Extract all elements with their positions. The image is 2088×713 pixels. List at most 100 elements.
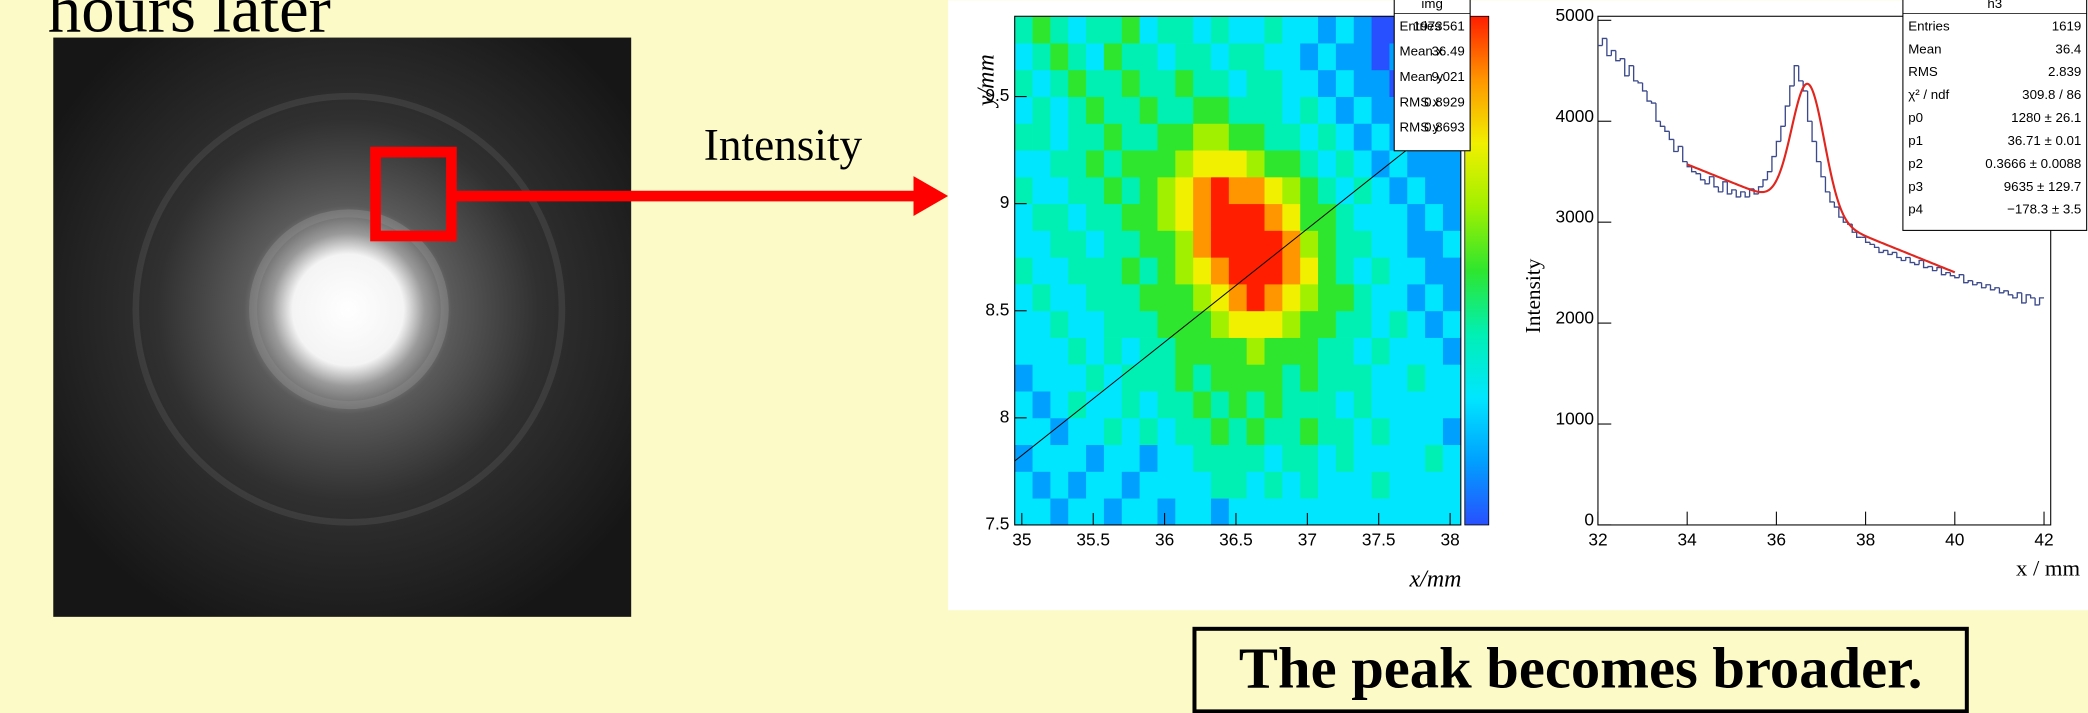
heat-cell xyxy=(1442,391,1462,419)
heat-cell xyxy=(1246,444,1265,472)
heat-cell xyxy=(1282,176,1301,205)
heat-cell xyxy=(1175,444,1194,472)
heat-cell xyxy=(1193,150,1212,178)
heat-cell xyxy=(1068,310,1087,338)
heat-cell xyxy=(1121,444,1141,472)
heat-cell xyxy=(1353,43,1372,71)
heat-cell xyxy=(1103,16,1123,44)
stats-label: Mean x xyxy=(1400,44,1444,59)
heat-cell xyxy=(1050,257,1069,285)
heat-cell xyxy=(1210,498,1230,526)
heat-cell xyxy=(1175,150,1194,178)
y-axis-label: Intensity xyxy=(1521,258,1545,333)
heat-cell xyxy=(1371,257,1390,285)
heat-cell xyxy=(1121,203,1141,231)
heat-cell xyxy=(1032,337,1051,365)
heat-cell xyxy=(1425,498,1444,526)
heat-cell xyxy=(1086,257,1105,285)
heat-cell xyxy=(1210,444,1230,472)
hist-bin xyxy=(1708,176,1714,184)
heat-cell xyxy=(1210,16,1230,44)
heat-cell xyxy=(1353,364,1372,392)
heat-cell xyxy=(1014,123,1033,151)
heat-cell xyxy=(1193,337,1212,365)
heat-cell xyxy=(1353,283,1372,312)
stats-value: 1619 xyxy=(2052,18,2082,33)
hist-bin xyxy=(2007,290,2013,296)
heat-cell xyxy=(1210,230,1230,258)
stats-label: p4 xyxy=(1908,202,1923,217)
heat-cell xyxy=(1193,471,1212,499)
heat-cell xyxy=(1246,471,1265,499)
stats-label: χ² / ndf xyxy=(1908,87,1949,102)
heat-cell xyxy=(1121,123,1141,151)
heat-cell xyxy=(1318,16,1337,44)
hist-bin xyxy=(1931,266,1937,272)
heat-cell xyxy=(1335,203,1355,231)
heat-cell xyxy=(1442,444,1462,472)
heat-cell xyxy=(1300,69,1319,97)
heat-cell xyxy=(1139,203,1158,231)
heat-cell xyxy=(1050,69,1069,97)
hist-bin xyxy=(1798,65,1804,82)
heat-cell xyxy=(1068,364,1087,392)
heat-cell xyxy=(1353,257,1372,285)
heat-cell xyxy=(1228,96,1248,124)
heat-cell xyxy=(1371,69,1390,97)
heat-cell xyxy=(1210,417,1230,446)
hist-bin xyxy=(1789,85,1795,107)
heat-cell xyxy=(1014,471,1033,499)
heat-cell xyxy=(1318,257,1337,285)
stats-label: RMS y xyxy=(1400,120,1440,135)
hist-bin xyxy=(1735,189,1741,198)
hist-bin xyxy=(1940,267,1946,276)
heat-cell xyxy=(1014,498,1033,526)
heat-cell xyxy=(1068,391,1087,419)
heat-cell xyxy=(1300,364,1319,392)
heat-cell xyxy=(1121,230,1141,258)
heat-cell xyxy=(1050,96,1069,124)
heat-cell xyxy=(1157,257,1176,285)
ring xyxy=(132,92,566,526)
hist-bin xyxy=(1668,131,1674,141)
heat-cell xyxy=(1300,391,1319,419)
heat-cell xyxy=(1210,471,1230,499)
stats-title: img xyxy=(1421,0,1442,11)
heat-cell xyxy=(1264,444,1283,472)
heat-cell xyxy=(1246,257,1265,285)
heat-cell xyxy=(1032,176,1051,205)
stats-label: Mean xyxy=(1908,41,1941,56)
heat-cell xyxy=(1300,444,1319,472)
heat-cell xyxy=(1264,69,1283,97)
heat-cell xyxy=(1371,444,1390,472)
heat-cell xyxy=(1425,150,1444,178)
heat-cell xyxy=(1014,417,1033,446)
hist-bin xyxy=(1766,171,1772,180)
heat-cell xyxy=(1014,43,1033,71)
heat-cell xyxy=(1228,43,1248,71)
heat-cell xyxy=(1318,150,1337,178)
heat-cell xyxy=(1086,391,1105,419)
hist-bin xyxy=(1958,273,1964,278)
heat-cell xyxy=(1014,16,1033,44)
heat-cell xyxy=(1425,391,1444,419)
hist-bin xyxy=(1793,65,1799,86)
stats-label: RMS x xyxy=(1400,94,1440,109)
heat-cell xyxy=(1228,498,1248,526)
hist-bin xyxy=(1637,80,1643,84)
heat-cell xyxy=(1193,16,1212,44)
heat-cell xyxy=(1032,123,1051,151)
hist-bin xyxy=(1869,242,1875,246)
heat-cell xyxy=(1353,203,1372,231)
heat-cell xyxy=(1175,203,1194,231)
x-tick-label: 36.5 xyxy=(1219,530,1253,550)
heat-cell xyxy=(1139,123,1158,151)
heat-cell xyxy=(1086,283,1105,312)
heat-cell xyxy=(1318,417,1337,446)
hist-bin xyxy=(1628,65,1634,76)
heat-cell xyxy=(1157,230,1176,258)
heat-cell xyxy=(1246,69,1265,97)
heat-cell xyxy=(1371,391,1390,419)
diagonal xyxy=(1014,133,1428,462)
heat-cell xyxy=(1210,310,1230,338)
